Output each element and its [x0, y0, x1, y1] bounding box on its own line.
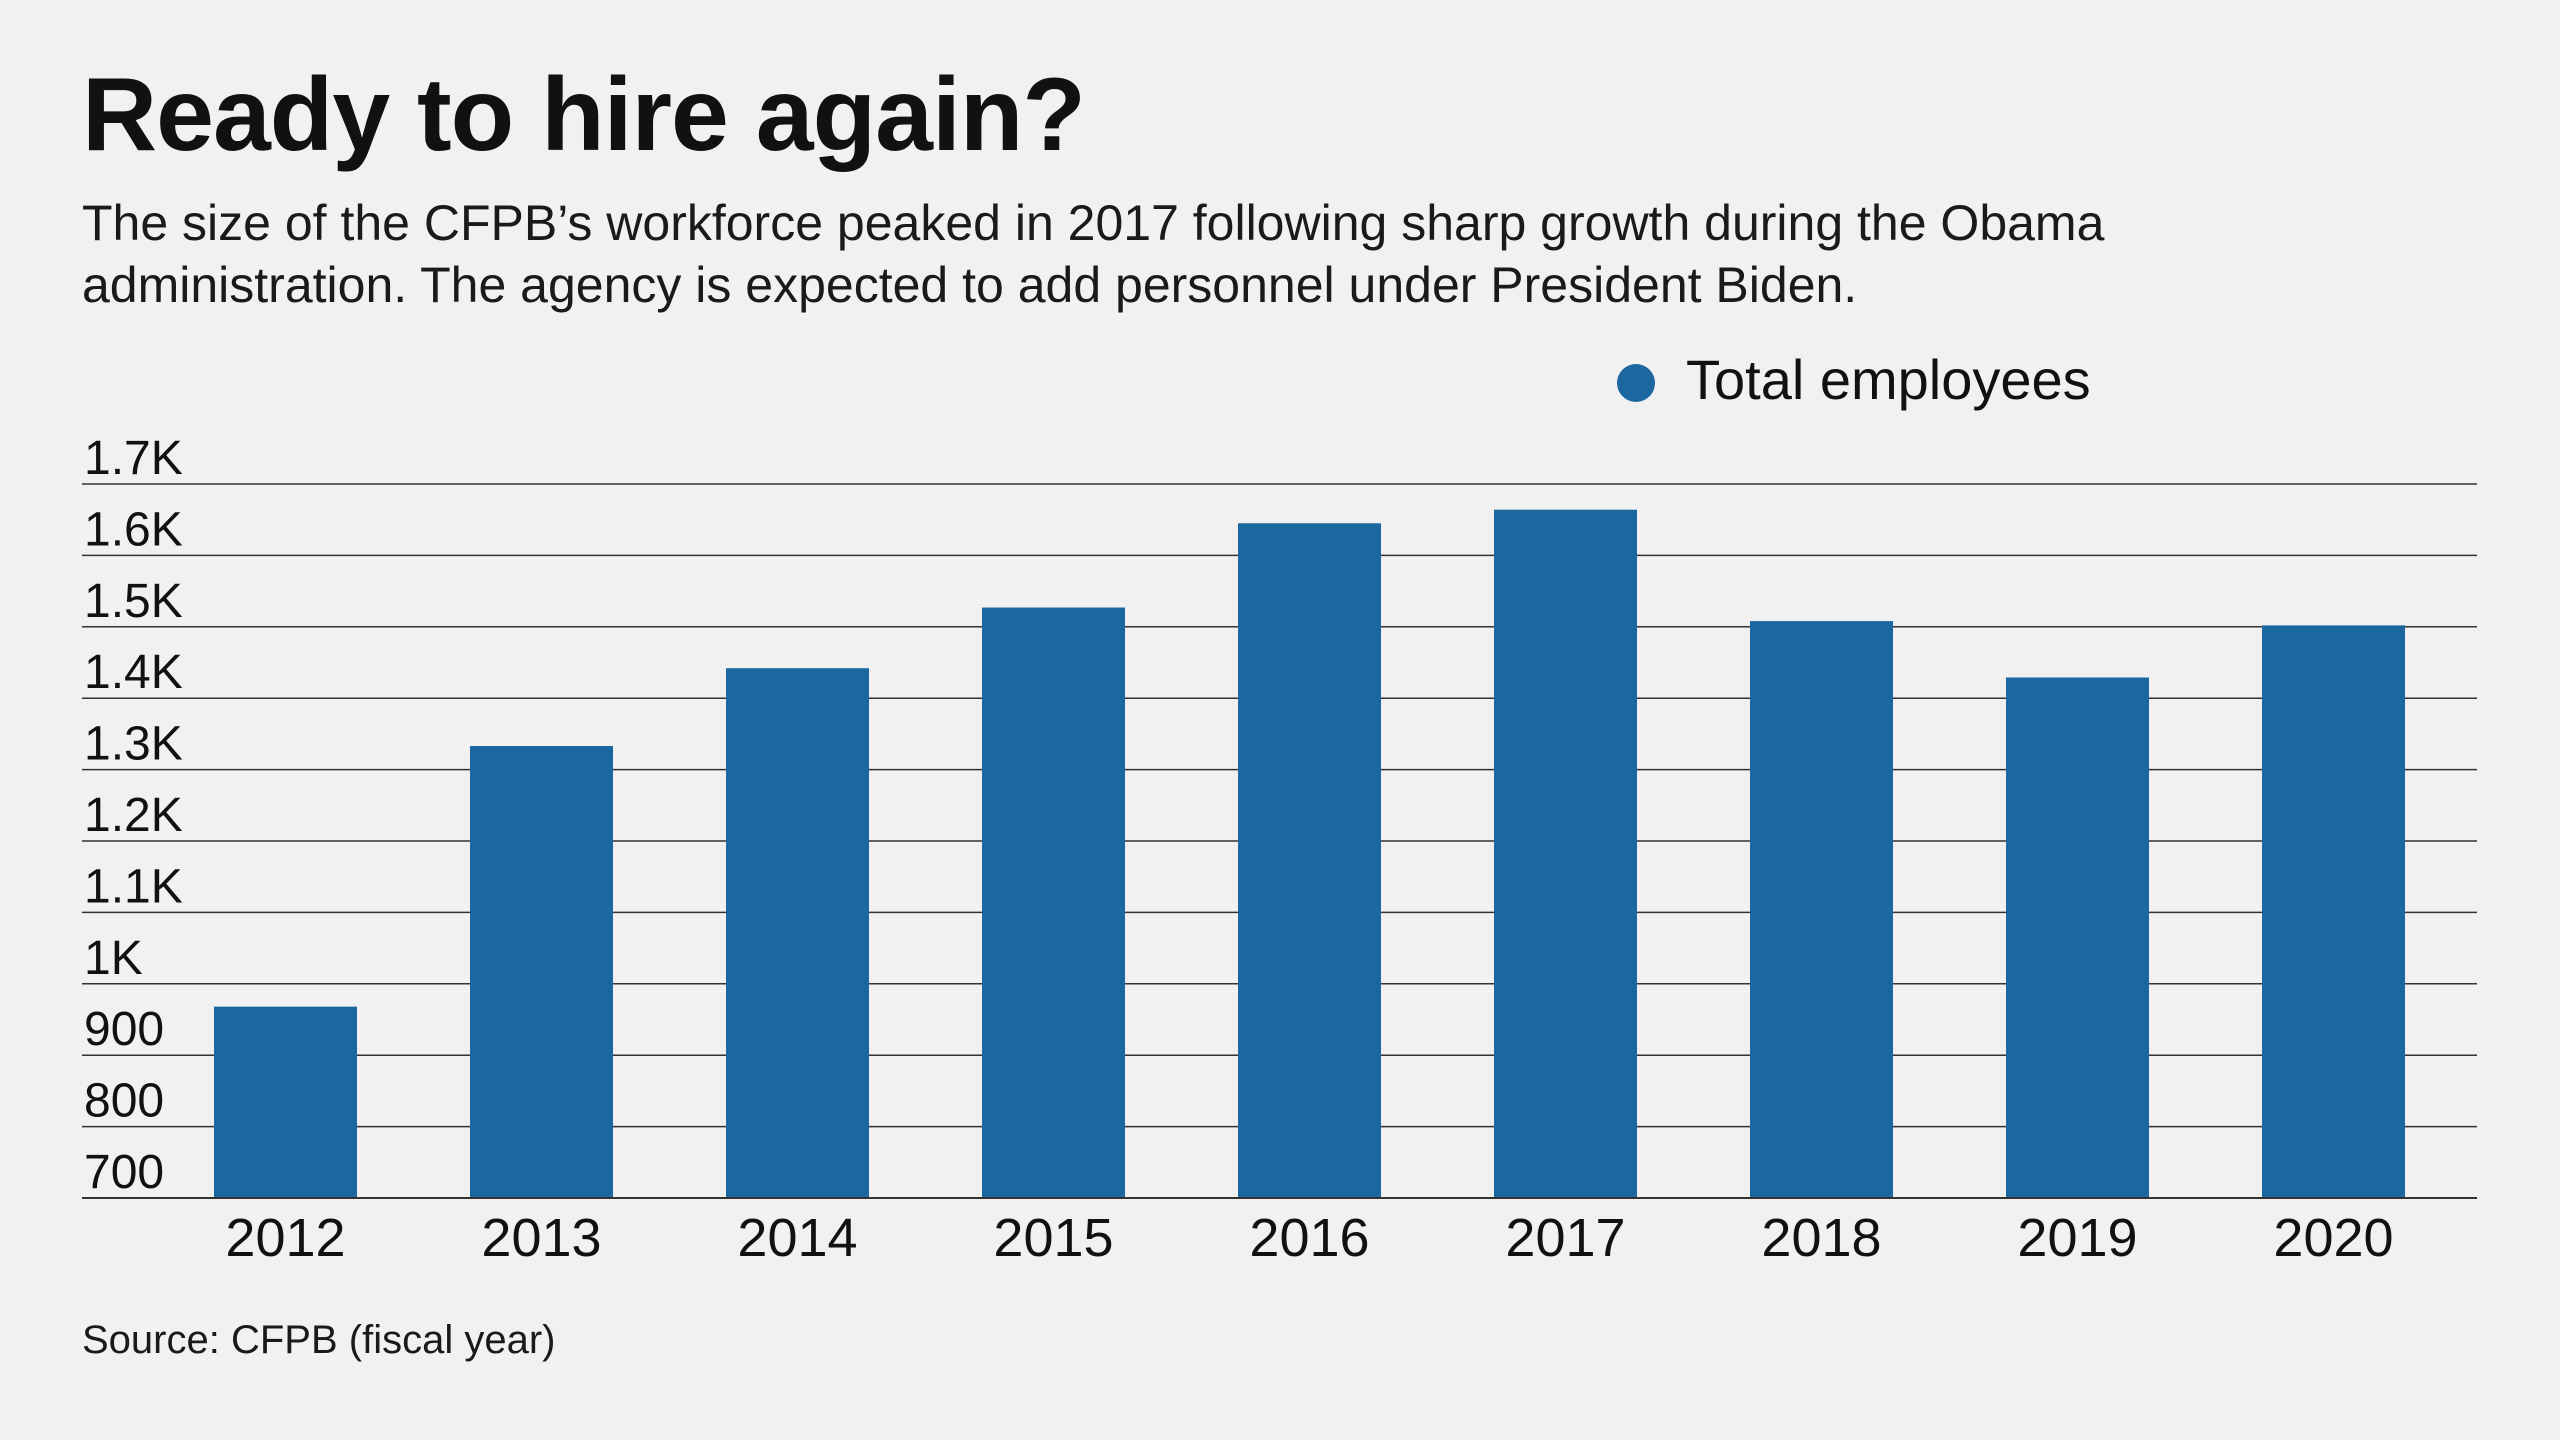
y-tick-label: 1.6K	[84, 503, 183, 556]
y-tick-label: 1.7K	[84, 432, 183, 485]
source-note: Source: CFPB (fiscal year)	[82, 1318, 556, 1362]
y-tick-label: 1.5K	[84, 575, 183, 628]
y-tick-label: 1.1K	[84, 860, 183, 913]
legend-marker-total-employees	[1617, 364, 1655, 402]
legend-label-total-employees: Total employees	[1686, 348, 2091, 411]
x-tick-label-2013: 2013	[481, 1208, 601, 1268]
bar-2017	[1494, 509, 1637, 1199]
y-tick-label: 700	[84, 1146, 164, 1199]
y-tick-label: 1.3K	[84, 718, 183, 771]
x-tick-label-2012: 2012	[225, 1208, 345, 1268]
y-tick-label: 1K	[84, 932, 143, 985]
x-axis-tick-labels: 2012 2013 2014 2015 2016 2017 2018 2019 2020	[82, 1197, 2477, 1268]
x-tick-label-2016: 2016	[1249, 1208, 1369, 1268]
x-tick-label-2015: 2015	[993, 1208, 1113, 1268]
x-tick-label-2014: 2014	[737, 1208, 857, 1268]
bar-2012	[214, 1006, 357, 1198]
chart-title: Ready to hire again?	[82, 57, 1086, 173]
x-tick-label-2019: 2019	[2017, 1208, 2137, 1268]
bars	[214, 509, 2405, 1199]
bar-2015	[982, 607, 1125, 1198]
y-tick-label: 900	[84, 1003, 164, 1056]
bar-2014	[726, 668, 869, 1198]
y-tick-label: 1.4K	[84, 646, 183, 699]
y-tick-label: 1.2K	[84, 789, 183, 842]
y-tick-label: 800	[84, 1075, 164, 1128]
legend: Total employees	[1617, 348, 2091, 411]
bar-2020	[2262, 625, 2405, 1198]
x-tick-label-2020: 2020	[2273, 1208, 2393, 1268]
x-tick-label-2018: 2018	[1761, 1208, 1881, 1268]
chart-subtitle: The size of the CFPB’s workforce peaked …	[82, 195, 2105, 313]
bar-2013	[470, 746, 613, 1198]
bar-2019	[2006, 677, 2149, 1198]
y-axis-tick-labels: 700 800 900 1K 1.1K 1.2K 1.3K 1.4K 1.5K 1.6K 1.7K	[84, 432, 183, 1199]
bar-2018	[1750, 621, 1893, 1198]
x-tick-label-2017: 2017	[1505, 1208, 1625, 1268]
bar-2016	[1238, 523, 1381, 1198]
